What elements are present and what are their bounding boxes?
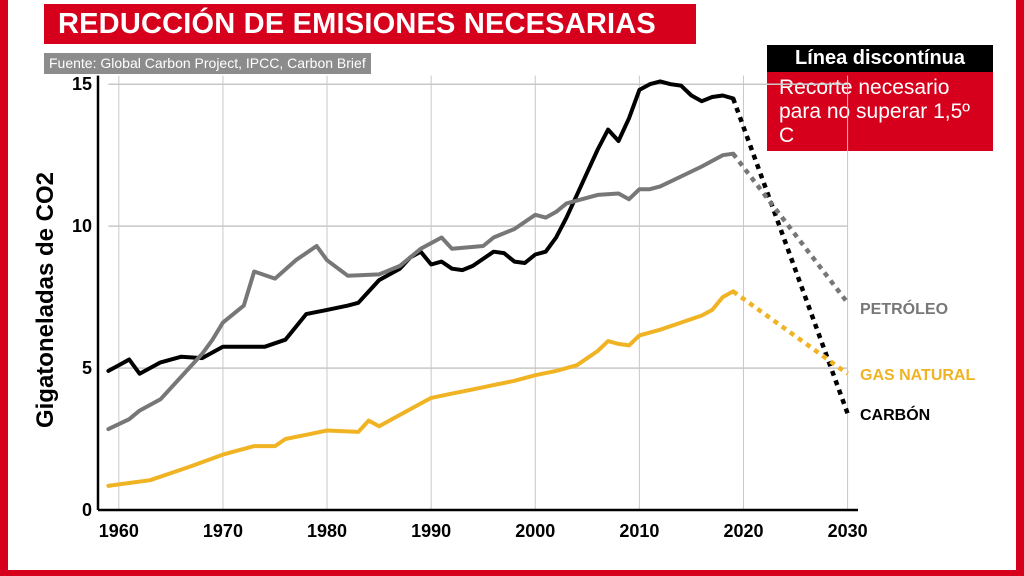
x-tick-label-1980: 1980 <box>307 521 347 541</box>
legend-heading: Línea discontínua <box>767 45 993 72</box>
series-line-gas <box>106 289 736 488</box>
y-tick-label-0: 0 <box>82 500 92 520</box>
projection-line-gas <box>731 289 849 376</box>
x-tick-label-2010: 2010 <box>619 521 659 541</box>
frame-bottom-border <box>0 570 1024 576</box>
projection-line-carbon <box>730 97 850 415</box>
source-label: Fuente: Global Carbon Project, IPCC, Car… <box>44 53 371 74</box>
y-tick-label-15: 15 <box>72 74 92 94</box>
x-tick-label-1970: 1970 <box>203 521 243 541</box>
series-line-petroleo <box>106 151 736 432</box>
series-label-petroleo: PETRÓLEO <box>860 299 948 318</box>
x-tick-label-1990: 1990 <box>411 521 451 541</box>
x-tick-label-2020: 2020 <box>723 521 763 541</box>
y-tick-label-5: 5 <box>82 358 92 378</box>
frame-right-border <box>1016 0 1024 576</box>
x-tick-label-1960: 1960 <box>99 521 139 541</box>
series-label-carbon: CARBÓN <box>860 405 930 424</box>
y-tick-label-10: 10 <box>72 216 92 236</box>
series-label-gas: GAS NATURAL <box>860 367 975 384</box>
x-tick-label-2030: 2030 <box>828 521 868 541</box>
series-line-carbon <box>106 79 736 376</box>
frame-left-border <box>0 0 8 576</box>
projection-line-petroleo <box>731 152 850 305</box>
legend-description: Recorte necesario para no superar 1,5º C <box>767 72 993 151</box>
x-tick-label-2000: 2000 <box>515 521 555 541</box>
chart-title: REDUCCIÓN DE EMISIONES NECESARIAS <box>44 4 696 44</box>
